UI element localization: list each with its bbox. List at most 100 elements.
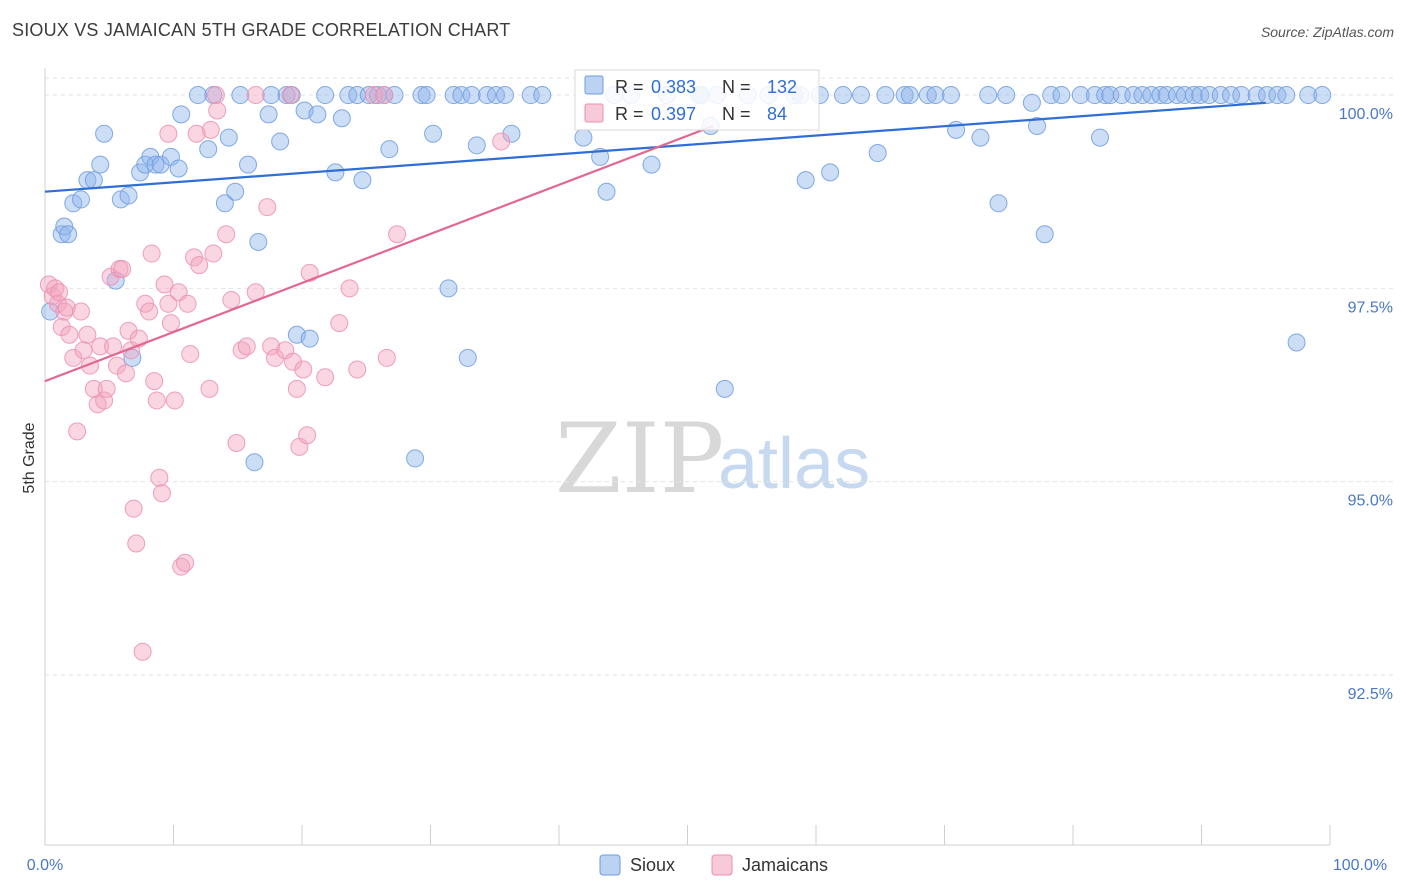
jamaican-point bbox=[152, 484, 171, 503]
sioux-point bbox=[821, 163, 840, 182]
jamaican-point bbox=[266, 348, 285, 367]
jamaican-point bbox=[330, 314, 349, 333]
legend-swatch-sioux bbox=[599, 854, 621, 876]
sioux-point bbox=[316, 86, 335, 105]
jamaican-point bbox=[377, 348, 396, 367]
jamaican-point bbox=[294, 360, 313, 379]
jamaican-point bbox=[161, 314, 180, 333]
sioux-point bbox=[123, 348, 142, 367]
jamaican-point bbox=[68, 422, 87, 441]
jamaican-point bbox=[159, 124, 178, 143]
jamaican-point bbox=[124, 499, 143, 518]
jamaican-point bbox=[116, 364, 135, 383]
legend: Sioux Jamaicans bbox=[599, 854, 828, 876]
jamaican-point bbox=[119, 321, 138, 340]
sioux-point bbox=[1211, 86, 1230, 105]
sioux-point bbox=[231, 86, 250, 105]
sioux-point bbox=[941, 86, 960, 105]
sioux-point bbox=[219, 128, 238, 147]
sioux-point bbox=[300, 329, 319, 348]
jamaican-point bbox=[60, 325, 79, 344]
sioux-point bbox=[1042, 86, 1061, 105]
sioux-point bbox=[715, 379, 734, 398]
x-tick-label-min: 0.0% bbox=[27, 857, 63, 874]
stat-swatch-sioux bbox=[584, 75, 604, 95]
jamaican-point bbox=[284, 352, 303, 371]
jamaican-point bbox=[208, 101, 227, 120]
jamaican-point bbox=[113, 260, 132, 279]
sioux-point bbox=[188, 86, 207, 105]
sioux-point bbox=[353, 171, 372, 190]
jamaican-point bbox=[200, 379, 219, 398]
sioux-point bbox=[1028, 116, 1047, 135]
sioux-point bbox=[895, 86, 914, 105]
sioux-point bbox=[1052, 86, 1071, 105]
y-tick-labels: 92.5% 95.0% 97.5% 100.0% bbox=[1339, 106, 1393, 703]
jamaican-point bbox=[281, 86, 300, 105]
jamaican-point bbox=[159, 294, 178, 313]
sioux-point bbox=[91, 155, 110, 174]
sioux-point bbox=[452, 86, 471, 105]
sioux-point bbox=[997, 86, 1016, 105]
jamaican-point bbox=[142, 244, 161, 263]
jamaican-point bbox=[222, 290, 241, 309]
legend-label-jamaicans: Jamaicans bbox=[742, 855, 828, 875]
jamaican-point bbox=[97, 379, 116, 398]
sioux-point bbox=[277, 86, 296, 105]
jamaican-point bbox=[165, 391, 184, 410]
sioux-point bbox=[868, 144, 887, 163]
watermark-zip: ZIP bbox=[555, 403, 724, 515]
sioux-point bbox=[796, 171, 815, 190]
sioux-point bbox=[199, 140, 218, 159]
sioux-point bbox=[502, 124, 521, 143]
jamaican-point bbox=[258, 198, 277, 217]
sioux-point bbox=[215, 194, 234, 213]
jamaican-point bbox=[181, 345, 200, 364]
sioux-point bbox=[876, 86, 895, 105]
sioux-point bbox=[1022, 93, 1041, 112]
sioux-point bbox=[146, 155, 165, 174]
sioux-point bbox=[84, 171, 103, 190]
sioux-point bbox=[332, 109, 351, 128]
sioux-point bbox=[597, 182, 616, 201]
sioux-point bbox=[1258, 86, 1277, 105]
sioux-point bbox=[95, 124, 114, 143]
jamaican-point bbox=[176, 553, 195, 572]
jamaican-point bbox=[348, 360, 367, 379]
jamaican-point bbox=[127, 534, 146, 553]
jamaican-point bbox=[190, 256, 209, 275]
sioux-point bbox=[1090, 128, 1109, 147]
jamaican-point bbox=[50, 283, 69, 302]
sioux-point bbox=[918, 86, 937, 105]
sioux-point bbox=[900, 86, 919, 105]
sioux-point bbox=[249, 232, 268, 251]
sioux-point bbox=[1085, 86, 1104, 105]
jamaican-point bbox=[150, 468, 169, 487]
jamaican-point bbox=[206, 86, 225, 105]
jamaican-point bbox=[201, 120, 220, 139]
sioux-point bbox=[59, 225, 78, 244]
jamaican-point bbox=[71, 302, 90, 321]
legend-label-sioux: Sioux bbox=[630, 855, 675, 875]
sioux-point bbox=[1184, 86, 1203, 105]
sioux-point bbox=[1071, 86, 1090, 105]
sioux-point bbox=[1035, 225, 1054, 244]
jamaican-point bbox=[48, 294, 67, 313]
data-points bbox=[39, 86, 1332, 661]
jamaican-point bbox=[91, 337, 110, 356]
jamaican-point bbox=[204, 244, 223, 263]
sioux-point bbox=[642, 155, 661, 174]
stat-n-value-jamaicans: 84 bbox=[767, 104, 787, 124]
jamaican-point bbox=[107, 356, 126, 375]
jamaican-point bbox=[57, 298, 76, 317]
sioux-point bbox=[169, 159, 188, 178]
sioux-point bbox=[458, 348, 477, 367]
jamaican-point bbox=[237, 337, 256, 356]
jamaican-point bbox=[246, 86, 265, 105]
jamaican-point bbox=[492, 132, 511, 151]
y-tick-label: 100.0% bbox=[1339, 106, 1393, 123]
sioux-point bbox=[1313, 86, 1332, 105]
sioux-point bbox=[424, 124, 443, 143]
sioux-point bbox=[1287, 333, 1306, 352]
